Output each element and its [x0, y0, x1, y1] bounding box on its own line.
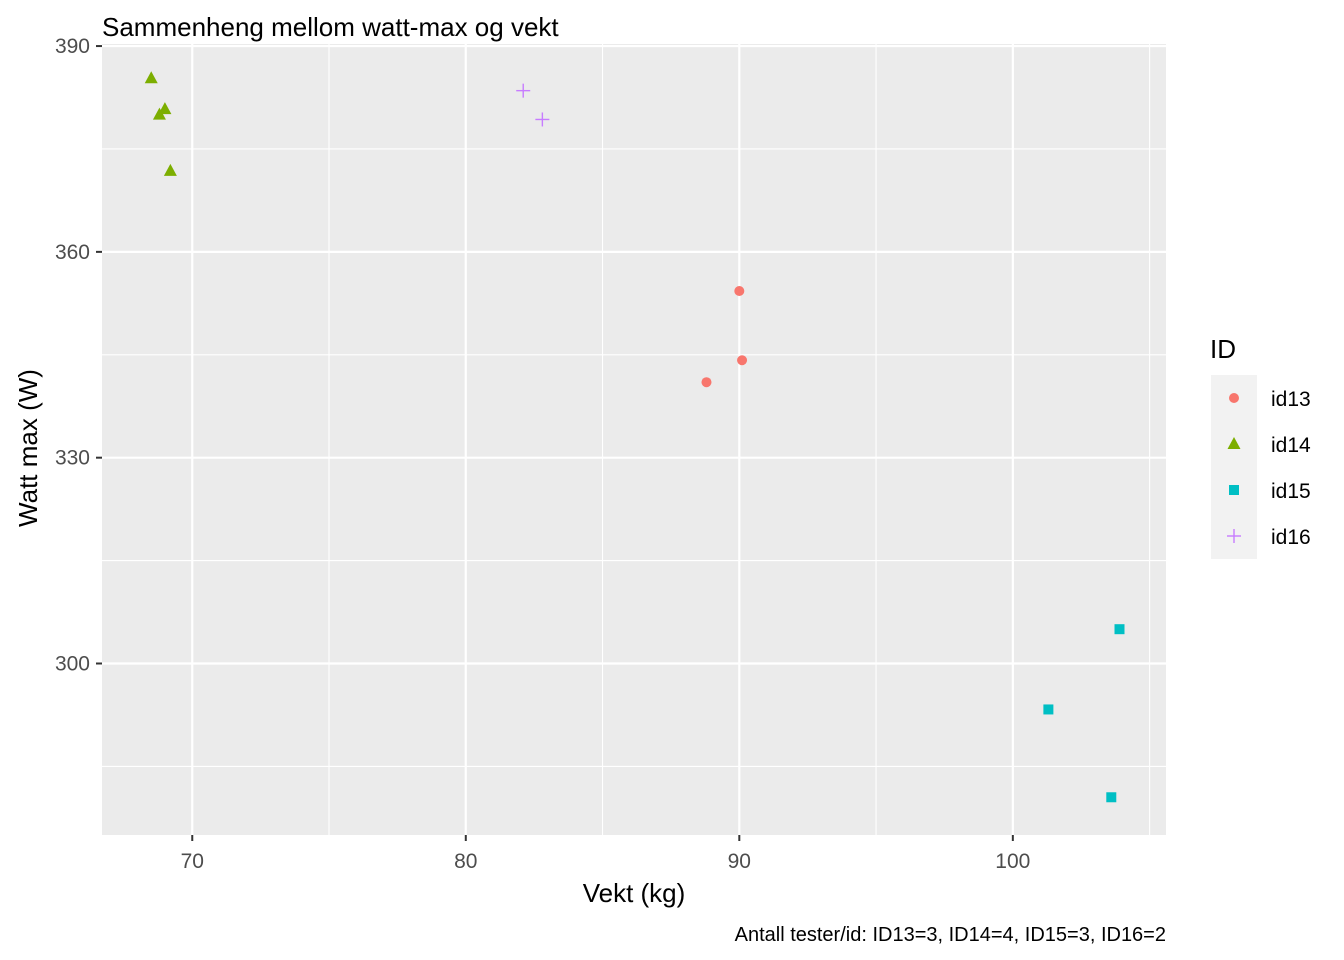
data-point-id16 — [535, 112, 550, 127]
legend-key-id15 — [1229, 485, 1239, 495]
legend-key-id13 — [1229, 393, 1239, 403]
data-point-id15 — [1043, 704, 1054, 715]
chart-caption: Antall tester/id: ID13=3, ID14=4, ID15=3… — [735, 924, 1166, 946]
data-points — [144, 71, 1125, 803]
x-tick-label: 90 — [728, 850, 751, 873]
legend-label-id15: id15 — [1271, 480, 1311, 503]
plot-panel — [102, 44, 1166, 835]
y-tick-label: 300 — [55, 652, 90, 675]
chart-title: Sammenheng mellom watt-max og vekt — [102, 12, 559, 42]
data-point-id14 — [152, 107, 166, 120]
legend-key-background — [1211, 375, 1257, 559]
data-point-id14 — [158, 102, 172, 115]
x-tick-label: 70 — [181, 850, 204, 873]
legend-label-id16: id16 — [1271, 526, 1311, 549]
data-point-id15 — [1114, 624, 1125, 635]
legend-label-id14: id14 — [1271, 434, 1311, 457]
legend-label-id13: id13 — [1271, 388, 1311, 411]
y-axis-title: Watt max (W) — [13, 369, 43, 527]
data-point-id13 — [737, 355, 748, 366]
x-axis-title: Vekt (kg) — [583, 878, 686, 908]
x-tick-label: 100 — [995, 850, 1030, 873]
y-tick-label: 330 — [55, 447, 90, 470]
axes: 70 80 90 100 300 330 360 390 — [55, 35, 1030, 873]
y-tick-label: 360 — [55, 241, 90, 264]
data-point-id14 — [144, 71, 158, 84]
data-point-id16 — [516, 83, 531, 98]
data-point-id14 — [163, 163, 177, 176]
legend: ID id13 id14 id15 id16 — [1210, 334, 1311, 559]
legend-key-id16 — [1227, 529, 1241, 543]
legend-title: ID — [1210, 334, 1236, 364]
legend-key-id14 — [1227, 437, 1241, 449]
x-tick-label: 80 — [454, 850, 477, 873]
y-tick-label: 390 — [55, 35, 90, 58]
panel-background — [102, 44, 1166, 835]
data-point-id15 — [1106, 792, 1117, 803]
data-point-id13 — [734, 285, 745, 296]
data-point-id13 — [701, 377, 712, 388]
